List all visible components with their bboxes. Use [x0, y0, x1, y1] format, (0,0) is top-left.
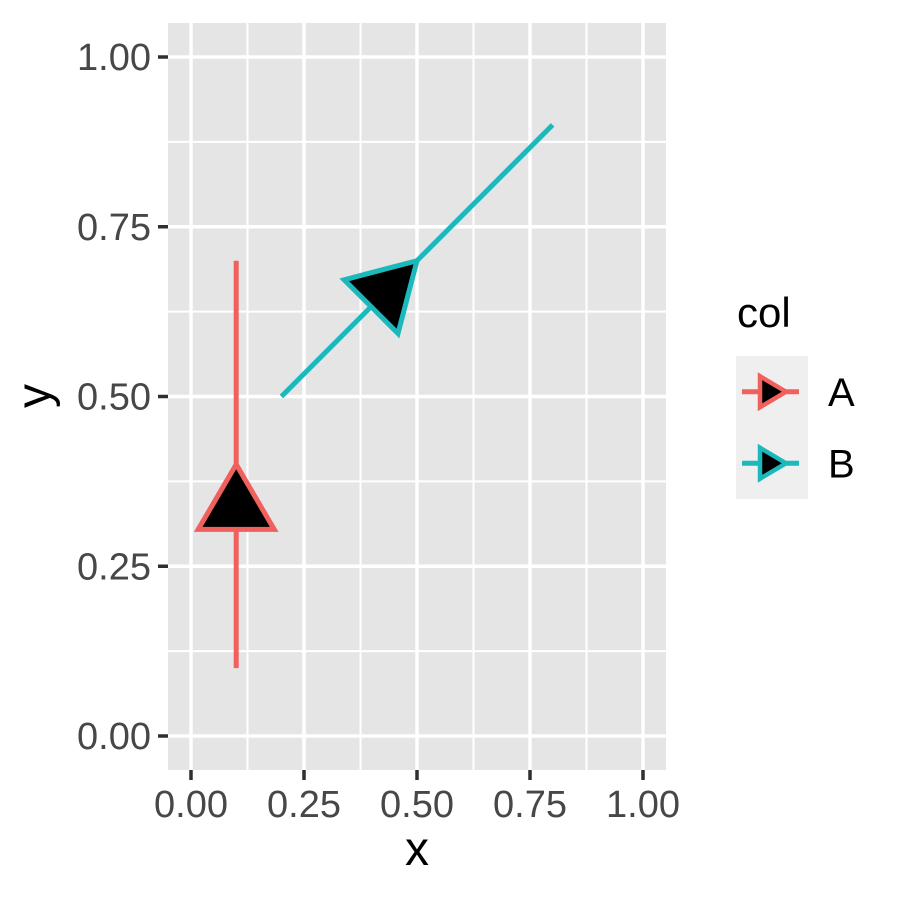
legend-title: col [737, 289, 791, 336]
legend-label-A: A [828, 371, 855, 415]
grid-layer [168, 23, 666, 770]
y-tick-label: 1.00 [77, 37, 151, 79]
arrowhead-B [339, 257, 421, 339]
x-tick-label: 0.00 [154, 784, 228, 826]
x-tick-label: 1.00 [606, 784, 680, 826]
axis-layer: 0.00 0.25 0.50 0.75 1.00 0.00 0.25 0.50 0.75 1.00 [77, 37, 680, 826]
legend-key-arrowhead-B [757, 443, 791, 483]
series-layer [193, 123, 555, 669]
legend-label-B: B [828, 442, 855, 486]
y-tick-label: 0.75 [77, 207, 151, 249]
x-axis-title: x [405, 823, 429, 876]
x-tick-label: 0.75 [493, 784, 567, 826]
x-tick-label: 0.25 [267, 784, 341, 826]
y-tick-label: 0.25 [77, 546, 151, 588]
arrowhead-A [193, 459, 279, 532]
y-tick-label: 0.00 [77, 716, 151, 758]
y-axis-title: y [8, 384, 61, 408]
x-tick-label: 0.50 [380, 784, 454, 826]
legend-key-arrowhead-A [757, 372, 791, 412]
legend-layer: AB [736, 356, 855, 499]
y-tick-label: 0.50 [77, 377, 151, 419]
